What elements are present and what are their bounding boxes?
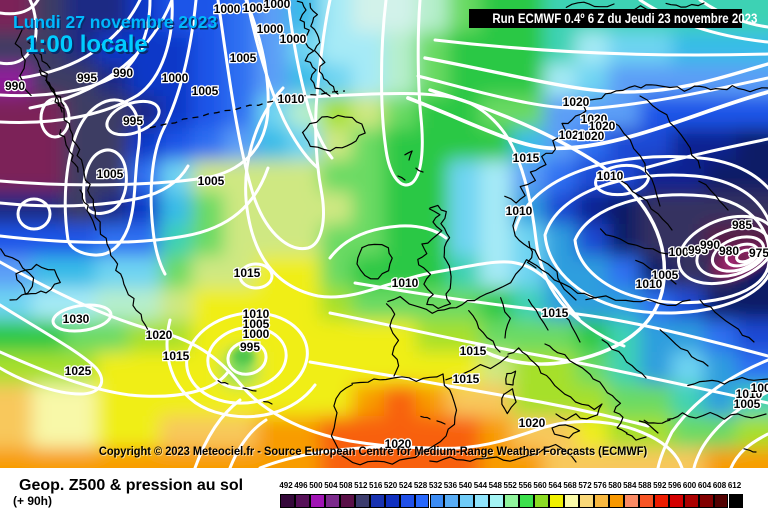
svg-text:975: 975 [749, 246, 768, 260]
svg-text:1005: 1005 [192, 84, 219, 98]
svg-text:990: 990 [113, 66, 133, 80]
svg-text:1005: 1005 [243, 317, 270, 331]
svg-text:1000: 1000 [264, 0, 291, 11]
svg-text:1000: 1000 [243, 327, 270, 341]
svg-text:1005: 1005 [97, 167, 124, 181]
svg-text:1015: 1015 [460, 344, 487, 358]
svg-text:1005: 1005 [652, 268, 679, 282]
svg-text:995: 995 [77, 71, 97, 85]
svg-text:1015: 1015 [453, 372, 480, 386]
svg-text:1005: 1005 [198, 174, 225, 188]
svg-text:995: 995 [123, 114, 143, 128]
svg-text:1020: 1020 [581, 112, 608, 126]
svg-text:990: 990 [5, 79, 25, 93]
svg-text:1000: 1000 [162, 71, 189, 85]
svg-text:1030: 1030 [63, 312, 90, 326]
svg-text:995: 995 [240, 340, 260, 354]
svg-text:1000: 1000 [751, 381, 768, 395]
svg-text:1005: 1005 [230, 51, 257, 65]
svg-text:1000: 1000 [243, 1, 270, 15]
svg-text:1020: 1020 [559, 128, 586, 142]
svg-text:1020: 1020 [146, 328, 173, 342]
svg-text:1015: 1015 [163, 349, 190, 363]
svg-text:990: 990 [700, 238, 720, 252]
svg-text:1020: 1020 [385, 437, 412, 451]
svg-text:1020: 1020 [563, 95, 590, 109]
svg-text:1000: 1000 [280, 32, 307, 46]
svg-text:1010: 1010 [736, 387, 763, 401]
svg-text:1020: 1020 [578, 129, 605, 143]
svg-text:1015: 1015 [513, 151, 540, 165]
svg-text:995: 995 [688, 243, 708, 257]
svg-text:1005: 1005 [734, 397, 761, 411]
svg-text:1015: 1015 [234, 266, 261, 280]
svg-text:1015: 1015 [542, 306, 569, 320]
svg-text:1010: 1010 [597, 169, 624, 183]
svg-text:1010: 1010 [392, 276, 419, 290]
svg-text:1010: 1010 [278, 92, 305, 106]
svg-text:1000: 1000 [669, 245, 696, 259]
svg-text:980: 980 [719, 244, 739, 258]
svg-text:1010: 1010 [506, 204, 533, 218]
svg-text:1000: 1000 [257, 22, 284, 36]
svg-text:1010: 1010 [636, 277, 663, 291]
svg-text:1020: 1020 [589, 119, 616, 133]
svg-text:1025: 1025 [65, 364, 92, 378]
svg-text:985: 985 [732, 218, 752, 232]
svg-text:1020: 1020 [519, 416, 546, 430]
svg-text:1010: 1010 [243, 307, 270, 321]
svg-text:1000: 1000 [214, 2, 241, 16]
